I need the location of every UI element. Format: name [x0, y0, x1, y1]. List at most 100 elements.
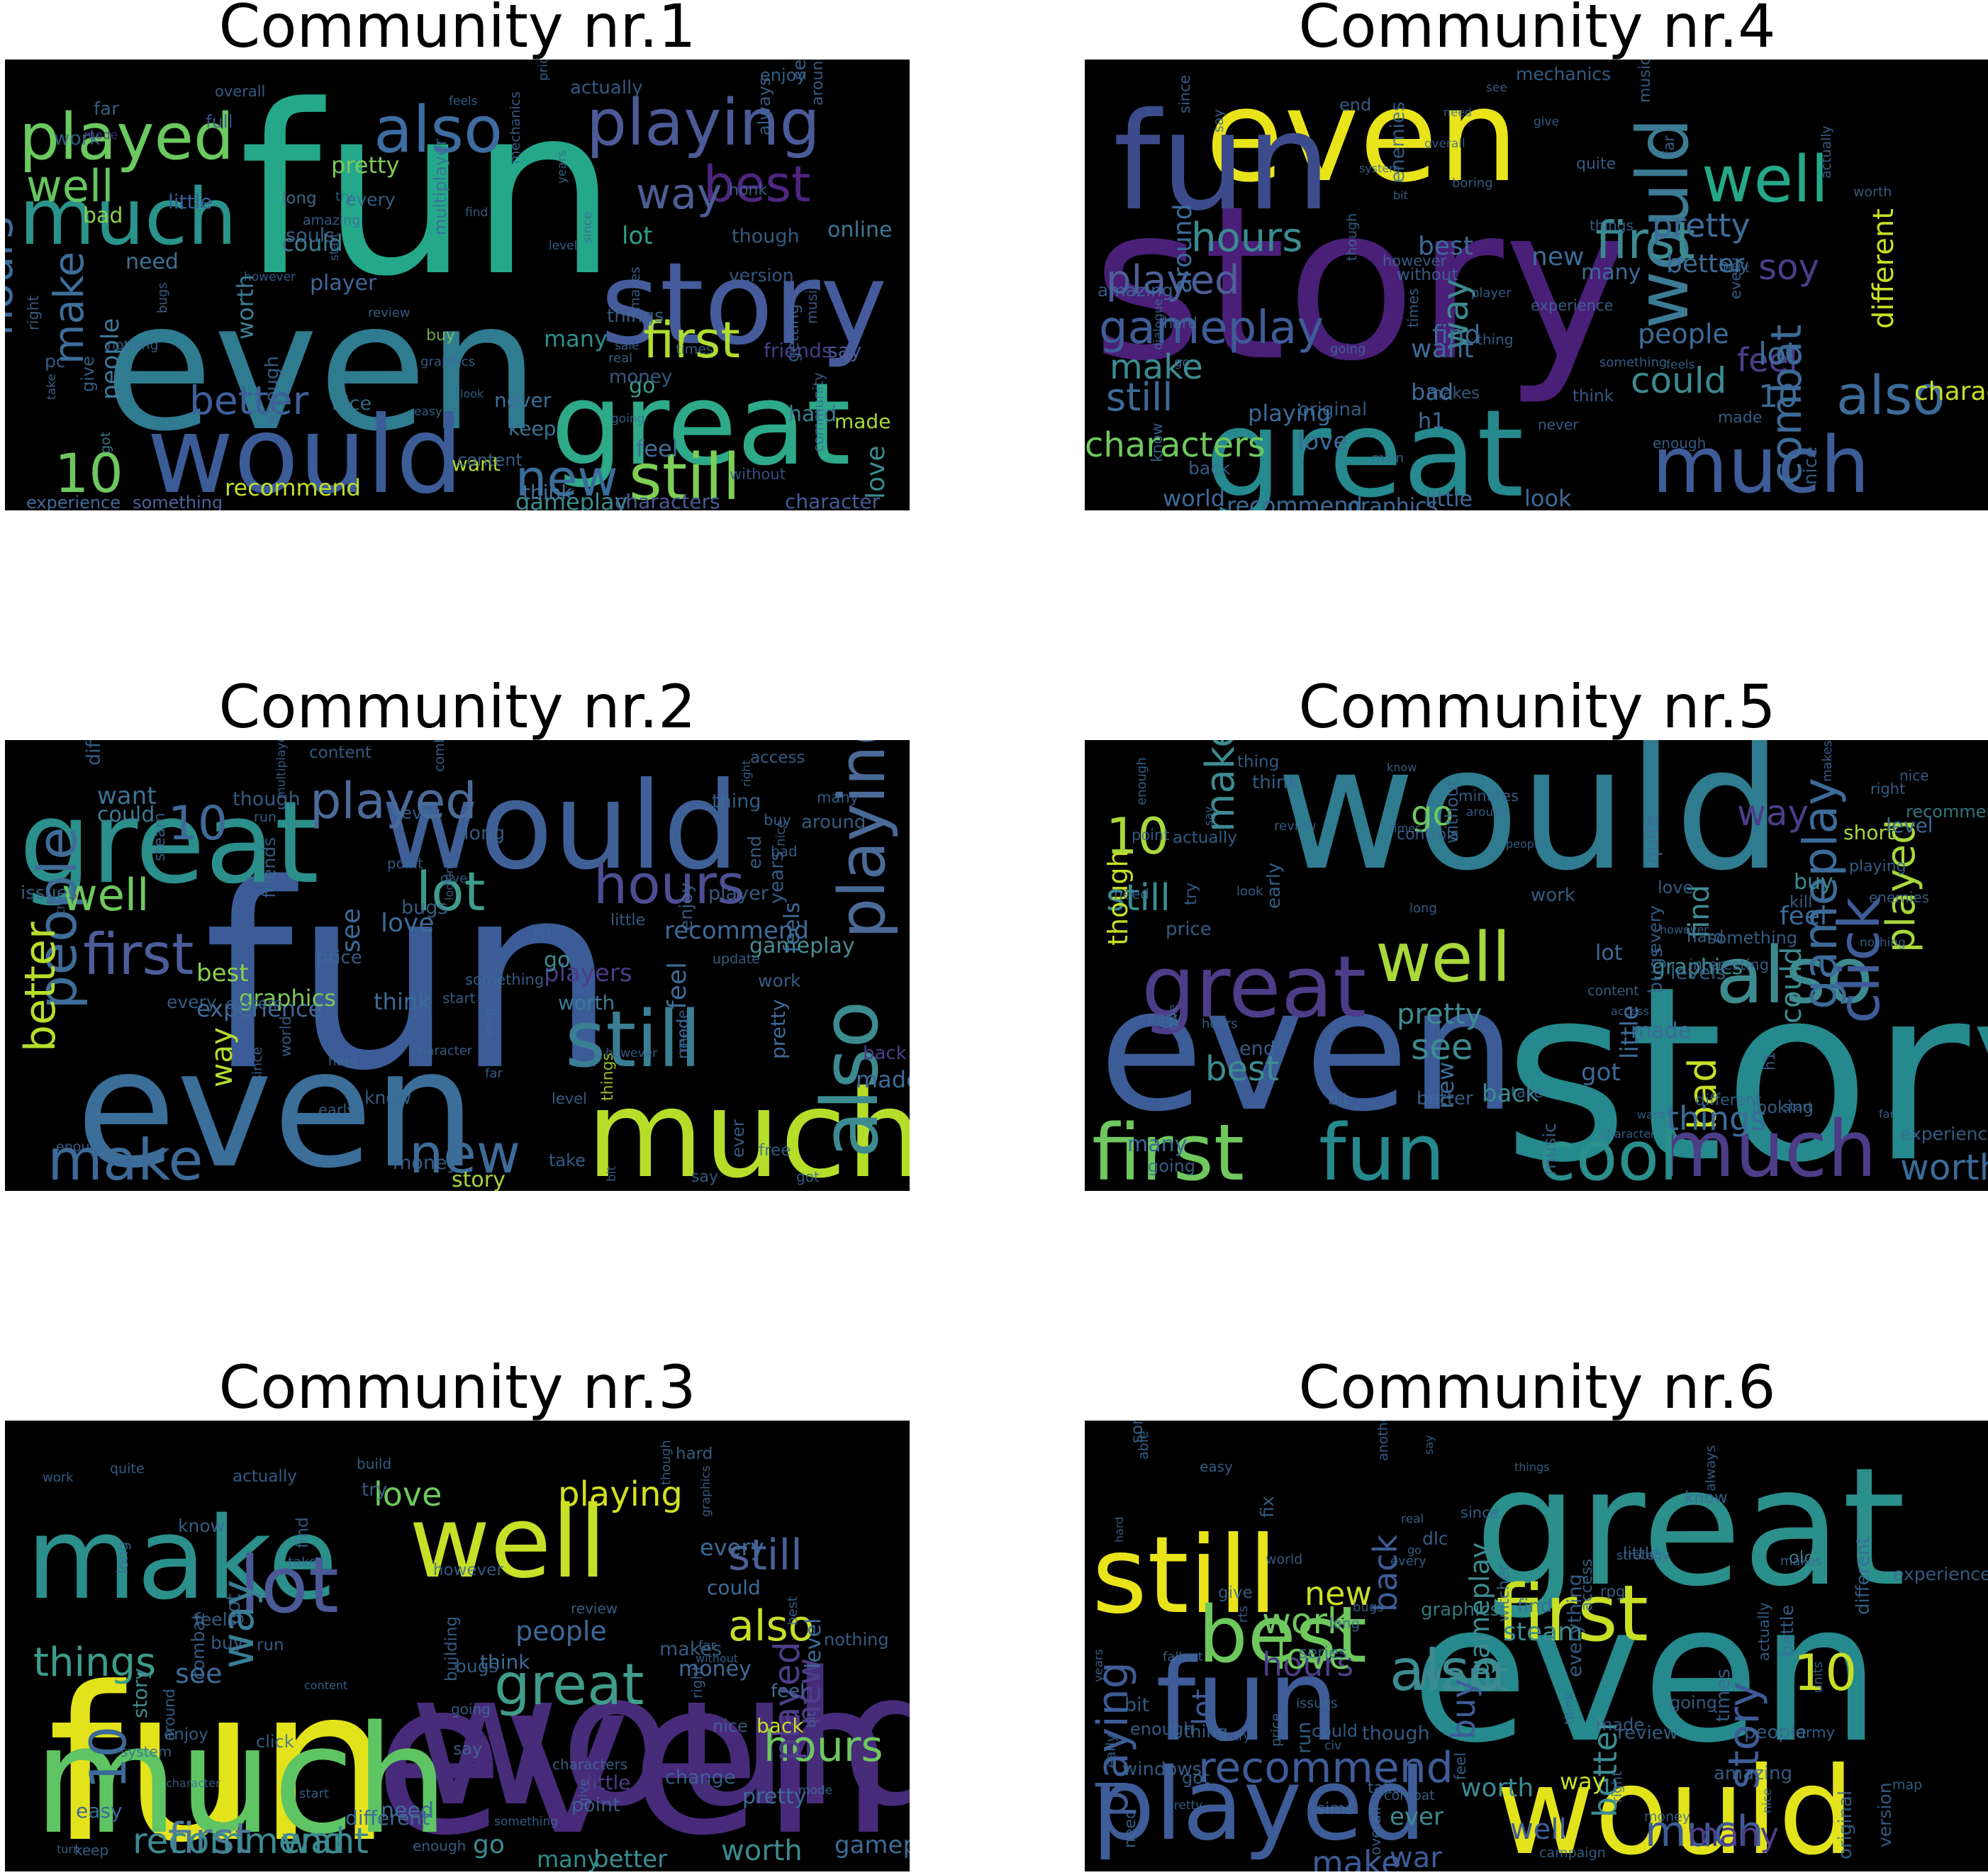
cloud-word: music [1539, 1123, 1560, 1175]
cloud-word: buy [1444, 1679, 1482, 1740]
cloud-word: made [856, 1066, 910, 1093]
cloud-word: run [254, 810, 277, 825]
cloud-word: easy [1200, 1458, 1233, 1475]
cloud-word: keep [74, 1842, 108, 1859]
cloud-word: player [708, 883, 769, 905]
cloud-word: combat [188, 1613, 208, 1680]
cloud-word: map [1892, 1777, 1922, 1793]
cloud-word: bugs [1353, 1600, 1384, 1615]
cloud-word: would [147, 394, 463, 510]
cloud-word: run [1293, 1722, 1315, 1754]
cloud-word: review [571, 1600, 618, 1617]
cloud-word: best [1198, 1589, 1367, 1680]
cloud-word: see [789, 60, 810, 80]
cloud-word: change [665, 1767, 735, 1789]
cloud-word: still [565, 994, 701, 1085]
cloud-word: even [1205, 62, 1519, 211]
cloud-word: feel [663, 962, 692, 1009]
cloud-word: also [805, 1000, 895, 1158]
cloud-word: level [1886, 814, 1933, 837]
cloud-word: combat [1384, 1788, 1435, 1803]
cloud-word: give [576, 1779, 591, 1806]
cloud-word: end [1339, 95, 1371, 115]
cloud-word: another [1375, 1421, 1391, 1461]
cloud-word: click [1826, 897, 1892, 1024]
cloud-word: even [1411, 1562, 1881, 1785]
cloud-word: worth [1461, 1774, 1534, 1803]
cloud-word: original [1835, 1791, 1856, 1859]
cloud-word: hours [1202, 1017, 1238, 1031]
cloud-word: best [703, 155, 810, 213]
cloud-word: well [1510, 1813, 1567, 1846]
cloud-word: mode [84, 128, 118, 142]
cloud-word: though [1102, 850, 1134, 946]
cloud-word: far [94, 99, 119, 120]
cloud-word: always [1703, 1445, 1719, 1491]
cloud-word: hard [328, 1054, 357, 1069]
cloud-word: try [362, 1479, 387, 1501]
cloud-word: story [1719, 1681, 1769, 1789]
cloud-word: made [834, 410, 890, 433]
cloud-word: hard [1163, 315, 1197, 332]
cloud-word: going [451, 1701, 491, 1718]
cloud-word: makes [1426, 384, 1480, 403]
cloud-word: make [26, 1492, 337, 1625]
cloud-word: go [473, 1830, 505, 1859]
cloud-word: love [1297, 427, 1348, 456]
cloud-word: though [1344, 213, 1360, 261]
cloud-word: run [257, 1636, 284, 1655]
cloud-word: amazing [1714, 1763, 1792, 1784]
cloud-word: say [453, 1739, 482, 1759]
cloud-word: give [1534, 115, 1559, 129]
cloud-word: dlc [1422, 1528, 1448, 1549]
cloud-word: even [1099, 951, 1517, 1149]
cloud-word: years [555, 150, 569, 184]
cloud-word: sale [615, 339, 639, 353]
cloud-word: h1 [1761, 1051, 1778, 1070]
cloud-word: things [1590, 217, 1634, 234]
cloud-word: enemies [1387, 101, 1409, 183]
cloud-word: makes [1780, 1554, 1822, 1569]
cloud-word: friends [764, 339, 832, 362]
cloud-word: could [1631, 360, 1726, 401]
cloud-word: try [1182, 883, 1200, 905]
cloud-word: playing [825, 740, 900, 939]
cloud-word: around [161, 1689, 178, 1741]
cloud-word: sims [1317, 1800, 1354, 1818]
community-1-title: Community nr.1 [218, 0, 696, 61]
cloud-word: bad [1680, 1058, 1725, 1130]
cloud-word: much [19, 172, 237, 262]
cloud-word: great [551, 358, 851, 491]
community-2-wordcloud: fun even would great much still also playing peo… [5, 740, 910, 1191]
cloud-word: need [674, 1019, 693, 1059]
cloud-word: character [1914, 377, 1988, 406]
cloud-word: gameplay [1099, 302, 1324, 354]
cloud-word: could [707, 1576, 761, 1599]
cloud-word: world [1266, 1552, 1302, 1567]
cloud-word: start [328, 233, 342, 261]
cloud-word: money [393, 1152, 459, 1174]
cloud-word: story [1092, 160, 1629, 408]
cloud-word: pretty [766, 1000, 790, 1059]
cloud-word: enough [1130, 1719, 1194, 1739]
cloud-word: right [739, 760, 753, 787]
cloud-word: fun [1113, 84, 1331, 240]
cloud-word: review [1274, 819, 1317, 834]
cloud-word: soy [1758, 247, 1819, 288]
cloud-word: fix [1257, 1496, 1278, 1518]
cloud-word: love [374, 1475, 442, 1513]
cloud-word: things [1514, 1460, 1550, 1474]
cloud-word: see [1486, 81, 1507, 95]
cloud-word: years [1092, 1649, 1106, 1682]
cloud-word: nice [1899, 767, 1929, 784]
cloud-word: go [544, 948, 570, 973]
cloud-word: combat [1762, 324, 1811, 485]
cloud-word: players [544, 959, 632, 987]
cloud-word: way [1560, 1768, 1606, 1795]
cloud-word: little [586, 1771, 631, 1794]
cloud-word: battle [1777, 1605, 1797, 1657]
cloud-word: know [1149, 423, 1166, 463]
cloud-word: level [549, 239, 577, 253]
cloud-word: music [1636, 60, 1654, 103]
cloud-word: bad [1411, 379, 1453, 405]
